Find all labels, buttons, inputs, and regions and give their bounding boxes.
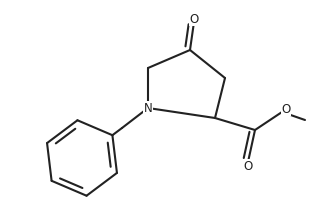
Text: O: O xyxy=(281,103,291,115)
Text: O: O xyxy=(189,12,199,26)
Text: O: O xyxy=(243,160,253,172)
Text: N: N xyxy=(144,102,152,114)
